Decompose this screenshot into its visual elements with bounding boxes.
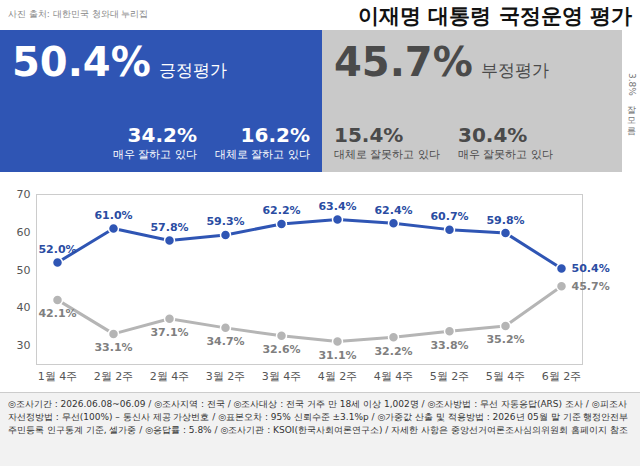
html-text:45.7%: 45.7%: [334, 39, 473, 85]
svg-text:62.4%: 62.4%: [374, 204, 412, 217]
svg-text:61.0%: 61.0%: [94, 209, 132, 222]
html-text:이재명 대통령 국정운영 평가: 이재명 대통령 국정운영 평가: [358, 4, 632, 28]
html-text:부정평가: 부정평가: [480, 60, 549, 80]
html-text:3.8% 잘 모름: 3.8% 잘 모름: [626, 73, 637, 129]
svg-text:40: 40: [17, 301, 31, 314]
svg-text:62.2%: 62.2%: [262, 204, 300, 217]
html-text:대체로 잘못하고 있다: 대체로 잘못하고 있다: [334, 148, 440, 161]
svg-text:60.7%: 60.7%: [430, 210, 468, 223]
html-text:16.2%: 16.2%: [240, 123, 310, 147]
svg-text:45.7%: 45.7%: [572, 280, 610, 293]
svg-text:5월 2주: 5월 2주: [430, 370, 470, 383]
svg-text:70: 70: [17, 188, 31, 201]
svg-text:50.4%: 50.4%: [572, 262, 610, 275]
html-text:매우 잘못하고 있다: 매우 잘못하고 있다: [458, 148, 553, 161]
svg-text:3월 4주: 3월 4주: [262, 370, 302, 383]
html-text:34.2%: 34.2%: [127, 123, 197, 147]
svg-text:6월 2주: 6월 2주: [542, 370, 582, 383]
svg-text:32.6%: 32.6%: [262, 343, 300, 356]
svg-text:59.3%: 59.3%: [206, 215, 244, 228]
svg-text:33.1%: 33.1%: [94, 341, 132, 354]
svg-text:4월 2주: 4월 2주: [318, 370, 358, 383]
svg-text:5월 4주: 5월 4주: [486, 370, 526, 383]
html-text:긍정평가: 긍정평가: [158, 60, 227, 80]
svg-text:60: 60: [17, 226, 31, 239]
svg-text:30: 30: [17, 339, 31, 352]
svg-text:50: 50: [17, 264, 31, 277]
html-text:매우 잘하고 있다: 매우 잘하고 있다: [113, 148, 197, 161]
svg-text:4월 4주: 4월 4주: [374, 370, 414, 383]
svg-text:57.8%: 57.8%: [150, 221, 188, 234]
svg-text:42.1%: 42.1%: [38, 307, 76, 320]
svg-text:35.2%: 35.2%: [486, 333, 524, 346]
html-text:30.4%: 30.4%: [458, 123, 528, 147]
svg-text:1월 4주: 1월 4주: [38, 370, 78, 383]
svg-text:34.7%: 34.7%: [206, 335, 244, 348]
svg-text:63.4%: 63.4%: [318, 200, 356, 213]
svg-text:33.8%: 33.8%: [430, 339, 468, 352]
html-text:대체로 잘하고 있다: 대체로 잘하고 있다: [215, 148, 310, 161]
svg-text:37.1%: 37.1%: [150, 326, 188, 339]
svg-text:2월 4주: 2월 4주: [150, 370, 190, 383]
html-text:사진 출처: 대한민국 청와대 누리집: 사진 출처: 대한민국 청와대 누리집: [8, 9, 149, 19]
html-text:50.4%: 50.4%: [12, 39, 151, 85]
html-text:15.4%: 15.4%: [334, 123, 404, 147]
svg-text:2월 2주: 2월 2주: [94, 370, 134, 383]
svg-text:3월 2주: 3월 2주: [206, 370, 246, 383]
svg-text:59.8%: 59.8%: [486, 214, 524, 227]
html-text:◎조사기간 : 2026.06.08~06.09 / ◎조사: ◎조사기간 : 2026.06.08~06.09 / ◎조사지역 : 전국 / …: [8, 399, 629, 435]
svg-text:32.2%: 32.2%: [374, 345, 412, 358]
svg-text:52.0%: 52.0%: [38, 243, 76, 256]
svg-text:31.1%: 31.1%: [318, 349, 356, 362]
